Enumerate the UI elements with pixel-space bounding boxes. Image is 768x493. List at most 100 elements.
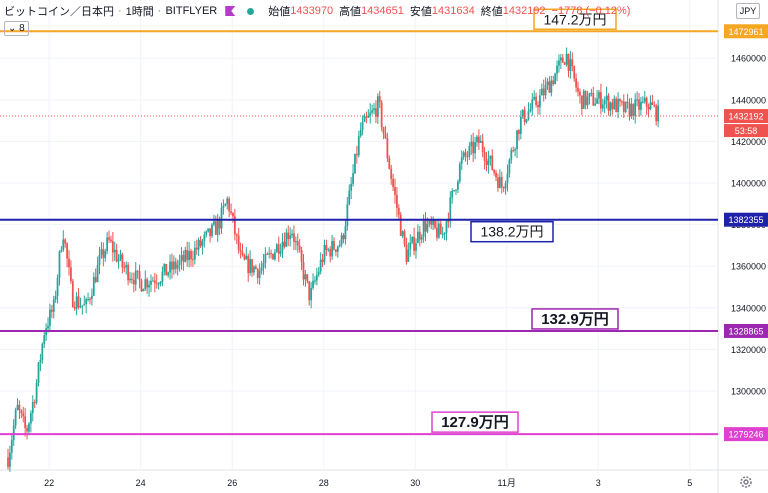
candle-body xyxy=(615,98,618,113)
candle-body xyxy=(167,272,170,276)
candle-body xyxy=(14,410,17,426)
symbol-name[interactable]: ビットコイン／日本円 xyxy=(4,6,114,18)
candle-body xyxy=(188,250,191,261)
candle-body xyxy=(348,190,351,205)
indicator-toggle-button[interactable]: ⌄ 8 xyxy=(4,21,29,36)
candle-body xyxy=(579,91,581,96)
candle-body xyxy=(329,249,332,257)
candle-body xyxy=(525,119,528,123)
candle-body xyxy=(64,239,67,244)
interval-label[interactable]: 1時間 xyxy=(125,6,154,18)
candle-body xyxy=(174,261,177,269)
candle-body xyxy=(390,168,393,179)
candle-body xyxy=(365,116,368,118)
candle-body xyxy=(434,220,436,228)
candle-body xyxy=(138,271,141,280)
candle-body xyxy=(462,152,465,158)
candle-body xyxy=(163,263,166,272)
candle-body xyxy=(272,253,274,260)
candle-body xyxy=(409,242,412,250)
candle-body xyxy=(241,251,244,255)
candle-body xyxy=(411,236,414,243)
candle-body xyxy=(243,254,246,260)
candle-body xyxy=(556,65,558,74)
candle-body xyxy=(153,280,156,284)
candle-body xyxy=(582,90,585,109)
candle-body xyxy=(548,81,551,93)
level-price-tag xyxy=(724,24,768,39)
candle-body xyxy=(155,283,158,285)
candle-body xyxy=(232,212,234,217)
candle-body xyxy=(77,296,80,308)
candle-body xyxy=(609,102,612,111)
candle-body xyxy=(253,266,255,273)
candle-body xyxy=(18,404,21,411)
candle-body xyxy=(531,99,534,110)
candle-body xyxy=(75,296,78,309)
candle-body xyxy=(363,116,366,122)
candle-body xyxy=(596,98,598,104)
level-annotation-box[interactable] xyxy=(470,220,554,243)
level-annotation-box[interactable] xyxy=(531,308,619,330)
candle-body xyxy=(392,178,394,187)
candle-body xyxy=(493,169,496,173)
candle-body xyxy=(319,259,322,272)
candle-body xyxy=(361,121,364,130)
candle-body xyxy=(350,183,353,191)
candle-body xyxy=(498,176,501,188)
level-price-tag-label: 1382355 xyxy=(728,215,763,225)
x-tick-label: 28 xyxy=(319,478,329,488)
candle-body xyxy=(514,149,517,151)
candle-body xyxy=(418,231,421,240)
candle-body xyxy=(468,146,471,157)
gear-icon[interactable] xyxy=(738,474,754,490)
candle-body xyxy=(567,53,570,71)
candle-body xyxy=(388,158,391,169)
candle-body xyxy=(186,250,189,261)
candle-body xyxy=(458,163,461,182)
candle-body xyxy=(445,221,448,233)
candle-body xyxy=(327,249,330,251)
candle-body xyxy=(449,197,452,222)
candle-body xyxy=(516,130,518,150)
candle-body xyxy=(519,116,522,134)
candle-body xyxy=(483,152,486,161)
level-annotation-box[interactable] xyxy=(431,411,519,433)
candle-body xyxy=(590,92,593,94)
candle-body xyxy=(394,186,396,195)
candle-body xyxy=(422,220,425,237)
candle-body xyxy=(369,112,372,116)
candle-body xyxy=(510,150,513,160)
level-annotation-box[interactable] xyxy=(533,8,617,31)
candle-body xyxy=(413,236,415,251)
candle-body xyxy=(33,402,36,404)
candle-body xyxy=(151,280,154,282)
current-price-tag xyxy=(724,109,768,124)
candle-body xyxy=(626,101,629,103)
candle-body xyxy=(380,102,383,128)
candle-body xyxy=(584,90,587,106)
currency-button[interactable]: JPY xyxy=(736,3,760,19)
candle-body xyxy=(476,136,478,143)
candle-body xyxy=(300,249,303,262)
candle-body xyxy=(47,325,49,329)
candle-body xyxy=(580,95,583,109)
candle-body xyxy=(437,223,440,238)
high-label: 高値 xyxy=(339,6,362,18)
candle-body xyxy=(645,97,648,107)
candle-body xyxy=(169,261,171,273)
candle-body xyxy=(274,252,276,260)
y-tick-label: 1360000 xyxy=(731,262,766,272)
candle-body xyxy=(192,259,194,261)
candle-body xyxy=(344,226,347,240)
candle-body xyxy=(132,279,135,285)
candle-body xyxy=(121,254,124,268)
y-tick-label: 1460000 xyxy=(731,54,766,64)
y-tick-label: 1400000 xyxy=(731,179,766,189)
flag-icon[interactable] xyxy=(225,6,236,16)
candle-body xyxy=(228,198,231,212)
candle-body xyxy=(203,234,206,242)
candle-body xyxy=(71,281,74,308)
candle-body xyxy=(535,96,537,105)
